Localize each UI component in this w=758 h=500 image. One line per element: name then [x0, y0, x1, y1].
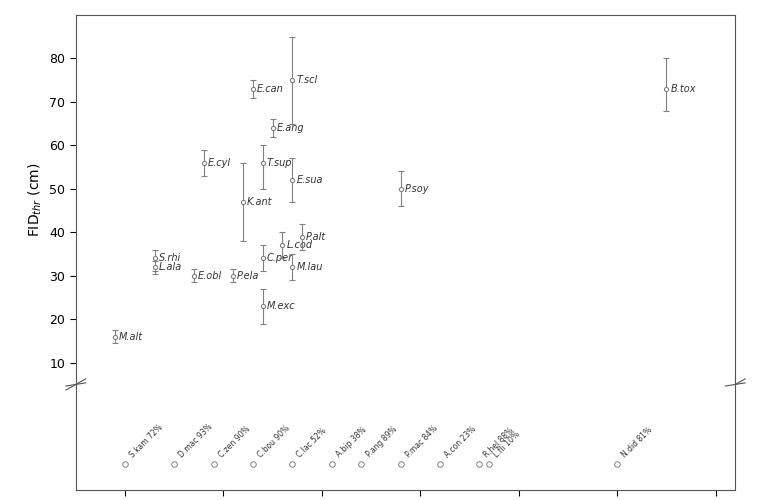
Text: C.lac 52%: C.lac 52% [296, 426, 328, 460]
Text: M.alt: M.alt [119, 332, 143, 342]
Text: C.bou 90%: C.bou 90% [256, 424, 292, 460]
Text: P.mac 84%: P.mac 84% [403, 424, 439, 460]
Text: R.hel 88%: R.hel 88% [482, 426, 515, 460]
Text: L.fli 10%: L.fli 10% [492, 430, 522, 460]
Text: B.tox: B.tox [670, 84, 696, 94]
Text: E.cyl: E.cyl [208, 158, 231, 168]
Text: M.exc: M.exc [267, 301, 296, 311]
Text: L.ala: L.ala [158, 262, 182, 272]
Text: E.ang: E.ang [277, 123, 304, 133]
Text: S.rhi: S.rhi [158, 254, 180, 264]
Text: A.con 23%: A.con 23% [443, 424, 478, 460]
Text: M.lau: M.lau [296, 262, 323, 272]
Text: E.sua: E.sua [296, 175, 323, 185]
Text: P.alt: P.alt [306, 232, 327, 241]
Text: C.zen 90%: C.zen 90% [217, 424, 252, 460]
Text: S.kam 72%: S.kam 72% [128, 423, 164, 460]
Text: D.mac 93%: D.mac 93% [177, 422, 215, 460]
Text: P.ang 89%: P.ang 89% [364, 425, 399, 460]
Text: T.sup: T.sup [267, 158, 293, 168]
Text: N.did 81%: N.did 81% [620, 426, 654, 460]
Text: A.bip 38%: A.bip 38% [335, 426, 368, 460]
Text: E.obl: E.obl [198, 271, 222, 281]
Text: P.ela: P.ela [237, 271, 259, 281]
Text: L.cod: L.cod [287, 240, 312, 250]
Y-axis label: FID$_{thr}$ (cm): FID$_{thr}$ (cm) [27, 162, 44, 237]
Text: T.scl: T.scl [296, 75, 318, 85]
Text: E.can: E.can [257, 84, 283, 94]
Text: K.ant: K.ant [247, 197, 273, 207]
Text: C.per: C.per [267, 254, 293, 264]
Text: P.soy: P.soy [405, 184, 429, 194]
